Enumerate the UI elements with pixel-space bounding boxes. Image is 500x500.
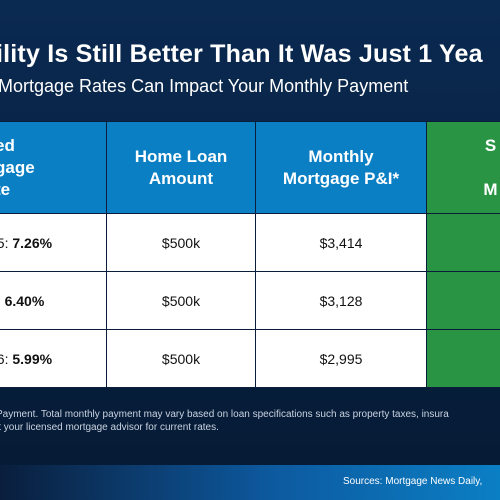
payment-table: ed gage te Home Loan Amount Monthly Mort…: [0, 121, 500, 388]
rate-date: 26:: [0, 350, 9, 367]
header-rate: ed gage te: [0, 121, 107, 214]
table-row: 26: 5.99% $500k $2,995: [0, 329, 500, 388]
header-line: Monthly: [308, 146, 374, 166]
header-monthly-payment: Monthly Mortgage P&I*: [255, 121, 427, 214]
header-line: [427, 157, 500, 179]
footnote-line: Payment. Total monthly payment may vary …: [0, 409, 449, 420]
rate-value: 5.99%: [12, 350, 53, 367]
rate-value: 7.26%: [12, 234, 53, 251]
rate-cell: 26: 5.99%: [0, 329, 107, 388]
monthly-payment-cell: $2,995: [255, 329, 427, 388]
loan-amount-cell: $500k: [106, 213, 256, 272]
savings-cell: [426, 271, 500, 330]
header-loan-amount: Home Loan Amount: [106, 121, 256, 214]
header-rate-line: ed: [0, 135, 15, 155]
header-rate-line: te: [0, 179, 11, 199]
rate-date: 25:: [0, 234, 9, 251]
header-savings: S M: [426, 121, 500, 214]
rate-cell: 6: 6.40%: [0, 271, 107, 330]
rate-date: 6:: [0, 293, 5, 309]
rate-value: 6.40%: [4, 292, 45, 309]
monthly-payment-cell: $3,414: [255, 213, 427, 272]
header-line: Home Loan: [134, 146, 228, 166]
sources-text: Sources: Mortgage News Daily,: [343, 476, 483, 487]
monthly-payment-cell: $3,128: [255, 271, 427, 330]
table-header-row: ed gage te Home Loan Amount Monthly Mort…: [0, 121, 500, 214]
loan-amount-cell: $500k: [106, 271, 256, 330]
table-row: 6: 6.40% $500k $3,128: [0, 271, 500, 330]
header-rate-line: gage: [0, 157, 35, 177]
footnote-line: lt your licensed mortgage advisor for cu…: [0, 422, 219, 433]
page-subtitle: Mortgage Rates Can Impact Your Monthly P…: [0, 76, 409, 96]
footer-bar: [0, 465, 500, 500]
table-row: 25: 7.26% $500k $3,414: [0, 213, 500, 272]
header-line: S: [484, 135, 497, 155]
page-title: ility Is Still Better Than It Was Just 1…: [0, 40, 483, 68]
rate-cell: 25: 7.26%: [0, 213, 107, 272]
header-line: Mortgage P&I*: [282, 168, 400, 188]
footnote: Payment. Total monthly payment may vary …: [0, 408, 449, 434]
savings-cell: [426, 329, 500, 388]
savings-cell: [426, 213, 500, 272]
header-line: Amount: [148, 168, 214, 188]
header-line: M: [483, 179, 498, 199]
loan-amount-cell: $500k: [106, 329, 256, 388]
